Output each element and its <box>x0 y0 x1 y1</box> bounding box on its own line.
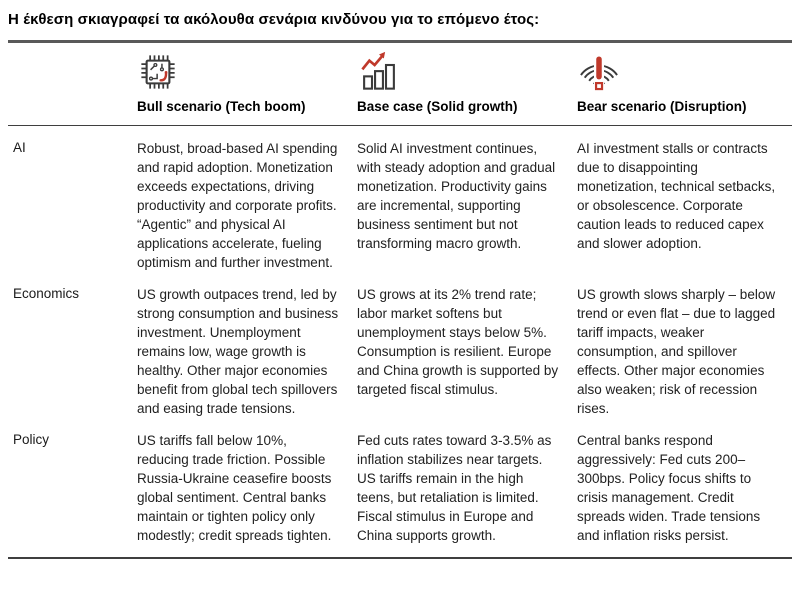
risk-scenarios-table: Bull scenario (Tech boom) Base case (Sol… <box>8 40 792 559</box>
header-bull-scenario: Bull scenario (Tech boom) <box>137 51 357 114</box>
column-title-base: Base case (Solid growth) <box>357 99 518 114</box>
bar-chart-growth-icon <box>357 51 561 95</box>
document-page: Η έκθεση σκιαγραφεί τα ακόλουθα σενάρια … <box>8 11 792 559</box>
cell-economics-bull: US growth outpaces trend, led by strong … <box>137 287 339 416</box>
table-body: AI Robust, broad-based AI spending and r… <box>8 126 792 559</box>
cell-policy-base: Fed cuts rates toward 3-3.5% as inflatio… <box>357 433 552 543</box>
column-title-bear: Bear scenario (Disruption) <box>577 99 747 114</box>
cell-ai-base: Solid AI investment continues, with stea… <box>357 141 556 251</box>
chip-icon <box>137 51 341 95</box>
table-row-ai: AI Robust, broad-based AI spending and r… <box>8 126 792 272</box>
header-spacer-cell <box>8 51 137 114</box>
signal-disruption-icon <box>577 51 776 95</box>
table-header-row: Bull scenario (Tech boom) Base case (Sol… <box>8 40 792 126</box>
cell-ai-bear: AI investment stalls or contracts due to… <box>577 141 776 251</box>
row-label-ai: AI <box>13 140 26 155</box>
header-base-case: Base case (Solid growth) <box>357 51 577 114</box>
cell-economics-bear: US growth slows sharply – below trend or… <box>577 287 776 416</box>
row-label-economics: Economics <box>13 286 80 301</box>
cell-ai-bull: Robust, broad-based AI spending and rapi… <box>137 141 338 270</box>
cell-policy-bear: Central banks respond aggressively: Fed … <box>577 433 761 543</box>
header-bear-scenario: Bear scenario (Disruption) <box>577 51 792 114</box>
column-title-bull: Bull scenario (Tech boom) <box>137 99 306 114</box>
cell-policy-bull: US tariffs fall below 10%, reducing trad… <box>137 433 332 543</box>
page-title: Η έκθεση σκιαγραφεί τα ακόλουθα σενάρια … <box>8 11 540 28</box>
table-row-policy: Policy US tariffs fall below 10%, reduci… <box>8 418 792 557</box>
row-label-policy: Policy <box>13 432 50 447</box>
cell-economics-base: US grows at its 2% trend rate; labor mar… <box>357 287 559 397</box>
table-row-economics: Economics US growth outpaces trend, led … <box>8 272 792 418</box>
